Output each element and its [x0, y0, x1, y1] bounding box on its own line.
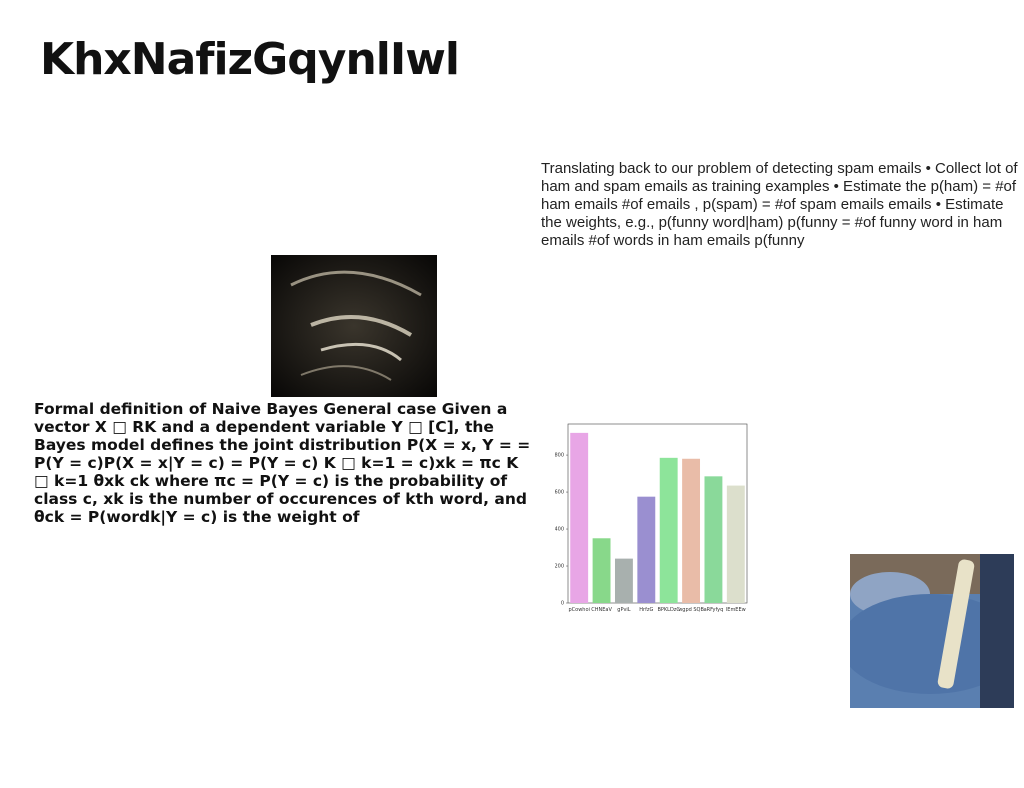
x-tick-label: aRFyfyq	[704, 607, 724, 613]
bar	[659, 457, 678, 603]
x-tick-label: wgpd SQB	[678, 607, 704, 613]
slide-title: KhxNafizGqynlIwl	[40, 34, 460, 85]
photo-image	[850, 554, 1014, 708]
bar	[682, 458, 701, 603]
x-tick-label: BPKLDzC	[657, 607, 680, 613]
bar	[570, 432, 589, 603]
bar	[614, 558, 633, 603]
plot-frame	[567, 423, 748, 604]
bar	[704, 476, 723, 603]
y-tick-label: 0	[561, 601, 564, 607]
y-tick-label: 800	[555, 453, 564, 459]
x-tick-label: HrfzG	[639, 607, 653, 613]
y-tick-label: 600	[555, 490, 564, 496]
right-paragraph: Translating back to our problem of detec…	[541, 160, 1018, 249]
x-tick-label: pCowhoi	[568, 607, 589, 613]
x-tick-label: CHNEaV	[591, 607, 612, 613]
y-tick-label: 400	[555, 527, 564, 533]
bar	[637, 496, 656, 603]
bar	[592, 538, 611, 603]
bar-chart: 0 200 400 600 800 pCowhoi CHNEaV gPviL HrfzG BPKL…	[555, 423, 748, 613]
abstract-image	[271, 255, 437, 397]
y-tick-label: 200	[555, 564, 564, 570]
bar	[726, 485, 745, 603]
x-tick-label: gPviL	[617, 607, 631, 613]
x-tick-label: lEmEEw	[726, 607, 746, 613]
left-paragraph: Formal definition of Naive Bayes General…	[34, 400, 531, 526]
